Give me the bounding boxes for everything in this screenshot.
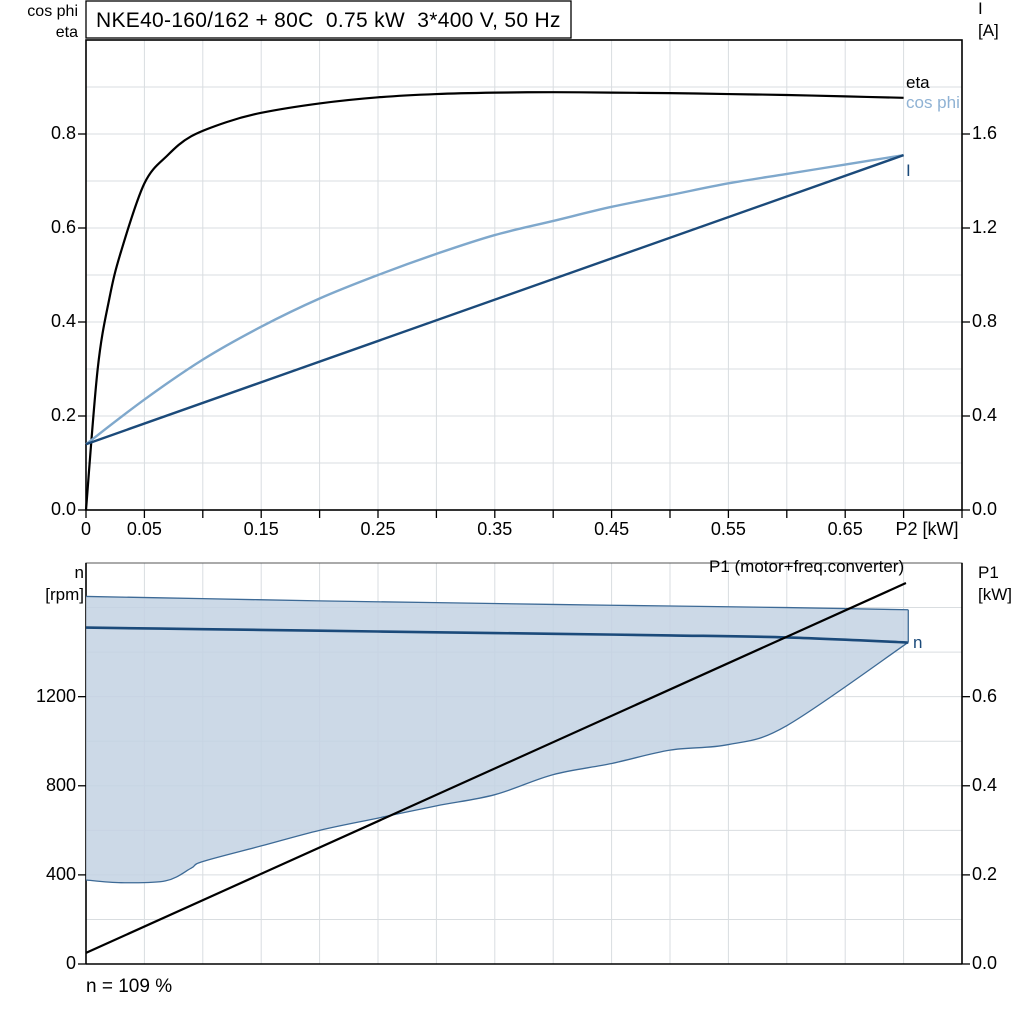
svg-text:0.65: 0.65 — [828, 519, 863, 539]
svg-text:0: 0 — [81, 519, 91, 539]
svg-text:0.0: 0.0 — [51, 499, 76, 519]
svg-text:1.2: 1.2 — [972, 217, 997, 237]
svg-text:0.05: 0.05 — [127, 519, 162, 539]
svg-text:I: I — [906, 161, 911, 180]
svg-text:1200: 1200 — [36, 686, 76, 706]
svg-text:400: 400 — [46, 864, 76, 884]
svg-text:0.55: 0.55 — [711, 519, 746, 539]
svg-text:eta: eta — [906, 73, 930, 92]
svg-text:0.8: 0.8 — [51, 123, 76, 143]
svg-text:n = 109 %: n = 109 % — [86, 976, 172, 997]
svg-text:0: 0 — [66, 953, 76, 973]
svg-text:0.2: 0.2 — [51, 405, 76, 425]
svg-text:0.45: 0.45 — [594, 519, 629, 539]
svg-text:[rpm]: [rpm] — [45, 585, 84, 604]
svg-text:0.2: 0.2 — [972, 864, 997, 884]
svg-text:0.6: 0.6 — [51, 217, 76, 237]
svg-text:n: n — [75, 563, 84, 582]
svg-text:0.15: 0.15 — [244, 519, 279, 539]
svg-text:0.6: 0.6 — [972, 686, 997, 706]
svg-text:0.0: 0.0 — [972, 953, 997, 973]
svg-text:0.0: 0.0 — [972, 499, 997, 519]
svg-text:0.25: 0.25 — [360, 519, 395, 539]
svg-text:cos phi: cos phi — [27, 3, 78, 20]
svg-text:P1: P1 — [978, 563, 999, 582]
svg-text:n: n — [913, 633, 922, 652]
svg-text:[kW]: [kW] — [978, 585, 1012, 604]
svg-text:0.4: 0.4 — [972, 775, 997, 795]
svg-text:0.4: 0.4 — [972, 405, 997, 425]
svg-text:NKE40-160/162 + 80C 0.75 kW: NKE40-160/162 + 80C 0.75 kW 3*400 V, 50 … — [96, 9, 561, 32]
svg-text:800: 800 — [46, 775, 76, 795]
svg-text:eta: eta — [56, 24, 78, 41]
svg-text:P2 [kW]: P2 [kW] — [895, 519, 958, 539]
svg-text:0.35: 0.35 — [477, 519, 512, 539]
svg-text:P1 (motor+freq.converter): P1 (motor+freq.converter) — [709, 557, 904, 576]
svg-text:I: I — [978, 0, 983, 18]
svg-text:0.8: 0.8 — [972, 311, 997, 331]
svg-text:0.4: 0.4 — [51, 311, 76, 331]
svg-text:1.6: 1.6 — [972, 123, 997, 143]
svg-text:[A]: [A] — [978, 21, 999, 40]
svg-text:cos phi: cos phi — [906, 93, 960, 112]
